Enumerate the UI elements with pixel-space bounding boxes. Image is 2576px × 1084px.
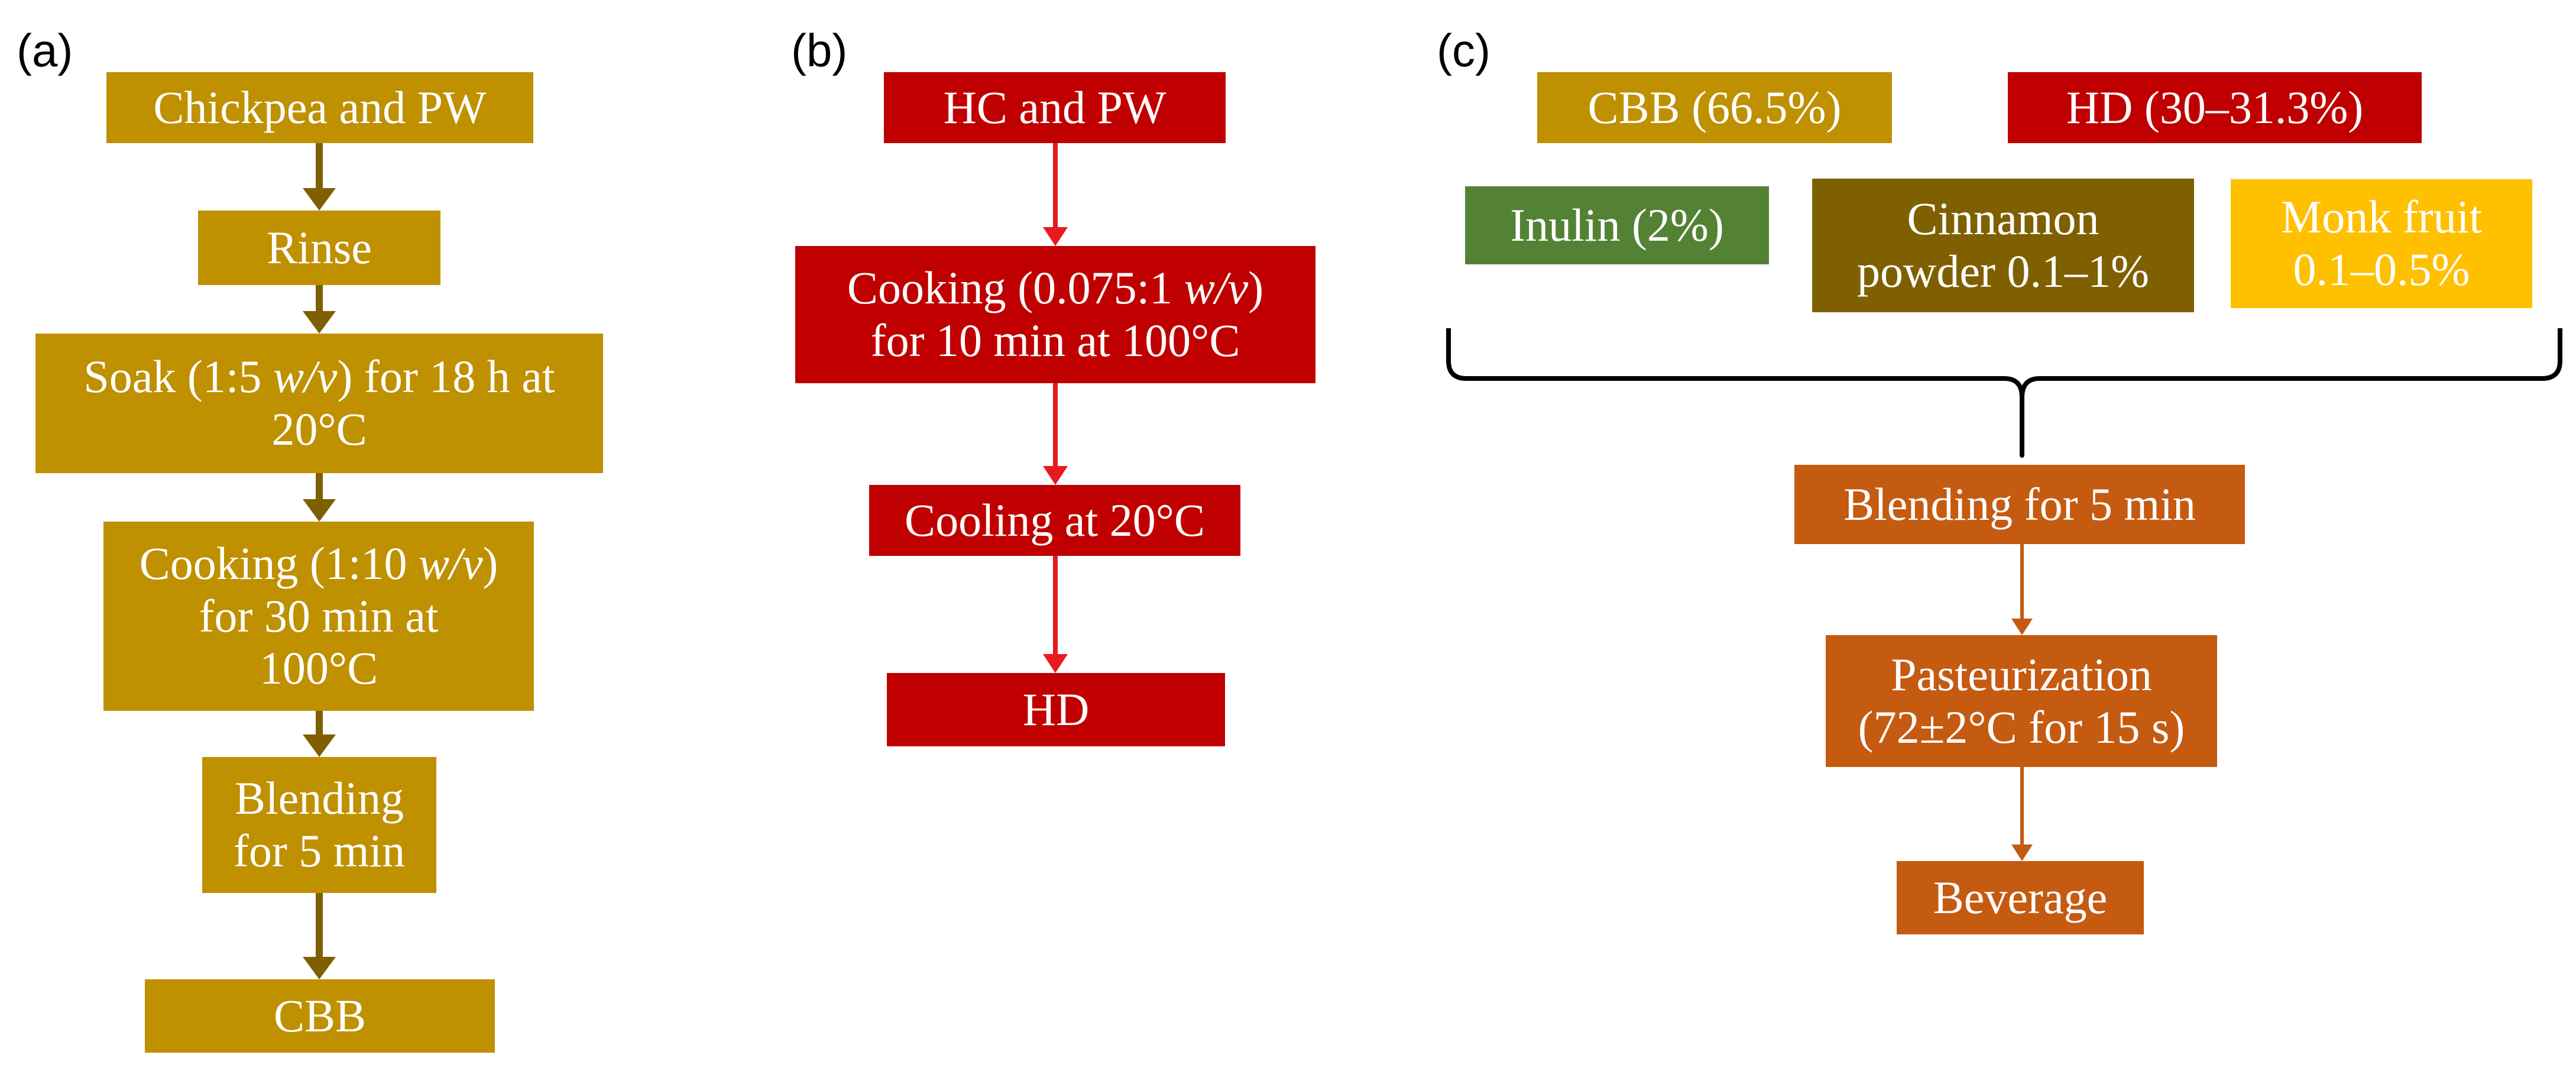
panel-label-c: (c): [1437, 24, 1490, 76]
panel-a-arrows: [303, 143, 336, 979]
step-soak: Soak (1:5 w/v) for 18 h at 20°C: [35, 334, 603, 473]
ingredient-hd: HD (30–31.3%): [2008, 72, 2422, 143]
arrow-pasteurization-to-beverage: [2011, 767, 2033, 861]
step-blending: Blending for 5 min: [202, 757, 436, 893]
step-cbb: CBB: [145, 979, 495, 1053]
step-pasteurization: Pasteurization (72±2°C for 15 s): [1826, 635, 2217, 767]
arrow-cooling-to-hd: [1043, 556, 1068, 673]
arrow-cooking-to-blending: [303, 711, 336, 757]
ingredient-monk-fruit: Monk fruit 0.1–0.5%: [2231, 179, 2532, 308]
arrow-blending-to-cbb: [303, 893, 336, 979]
step-rinse: Rinse: [198, 211, 440, 285]
arrow-chickpea-to-rinse: [303, 143, 336, 211]
step-beverage: Beverage: [1897, 861, 2144, 934]
ingredient-cinnamon: Cinnamon powder 0.1–1%: [1812, 179, 2194, 312]
panel-c-arrows: [2011, 544, 2033, 861]
step-c-blending: Blending for 5 min: [1794, 465, 2245, 544]
ingredient-brace: [1446, 328, 2562, 458]
panel-label-a: (a): [17, 24, 73, 76]
arrow-soak-to-cooking: [303, 473, 336, 522]
arrow-rinse-to-soak: [303, 285, 336, 334]
arrow-blending-to-pasteurization: [2011, 544, 2033, 635]
step-cooking: Cooking (1:10 w/v) for 30 min at 100°C: [103, 522, 534, 711]
panel-b-arrows: [1043, 143, 1068, 673]
arrow-hc-to-cooking: [1043, 143, 1068, 246]
step-chickpea-and-pw: Chickpea and PW: [106, 72, 533, 143]
step-b-cooking: Cooking (0.075:1 w/v) for 10 min at 100°…: [795, 246, 1315, 383]
step-hc-and-pw: HC and PW: [884, 72, 1226, 143]
ingredient-inulin: Inulin (2%): [1465, 186, 1769, 264]
step-cooling: Cooling at 20°C: [869, 485, 1240, 556]
panel-label-b: (b): [791, 24, 848, 76]
step-hd: HD: [887, 673, 1225, 746]
ingredient-cbb: CBB (66.5%): [1537, 72, 1892, 143]
arrow-cooking-to-cooling: [1043, 383, 1068, 485]
